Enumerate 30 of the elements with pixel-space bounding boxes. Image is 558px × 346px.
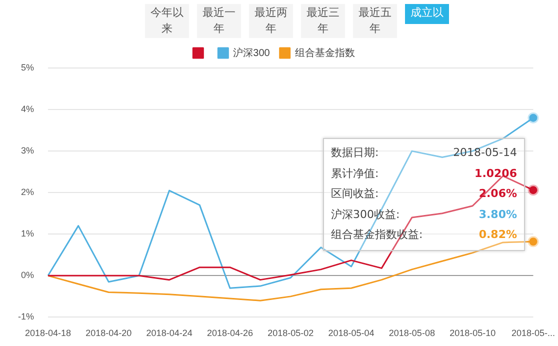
x-tick-label: 2018-05-04	[328, 328, 374, 338]
annotation: 3.80%	[478, 206, 517, 222]
y-tick-label: 1%	[20, 228, 34, 239]
legend-label: 组合基金指数	[294, 46, 355, 59]
y-tick-label: -1%	[18, 312, 34, 322]
text: 成立以	[405, 4, 449, 24]
x-tick-label: 2018-04-20	[86, 328, 132, 338]
x-tick-label: 2018-04-26	[206, 328, 253, 338]
annotation: 1.0206	[474, 166, 517, 182]
y-tick-label: 0%	[20, 270, 34, 280]
annotation: 累计净值:	[331, 166, 379, 182]
x-tick-label: 2018-05-08	[388, 328, 435, 338]
text: 最近一年	[197, 4, 241, 38]
x-tick-label: 2018-04-24	[146, 328, 192, 338]
y-tick-label: 4%	[20, 104, 34, 114]
y-tick-label: 5%	[20, 62, 34, 72]
text: 最近两年	[249, 4, 293, 38]
x-tick-label: 2018-04-18	[24, 328, 72, 338]
x-tick-label: 2018-05-10	[450, 328, 496, 338]
legend-label: 沪深300	[233, 46, 270, 59]
text: 今年以来	[145, 4, 189, 38]
x-tick-label: 2018-05-...	[511, 328, 555, 338]
annotation: 数据日期:	[331, 145, 379, 161]
annotation: 0.82%	[478, 227, 517, 243]
annotation: 区间收益:	[331, 186, 379, 202]
text: 最近三年	[301, 4, 345, 38]
y-tick-label: 2%	[20, 187, 34, 198]
text: 最近五年	[353, 4, 397, 38]
y-tick-label: 3%	[20, 146, 34, 156]
x-tick-label: 2018-05-02	[268, 328, 314, 338]
